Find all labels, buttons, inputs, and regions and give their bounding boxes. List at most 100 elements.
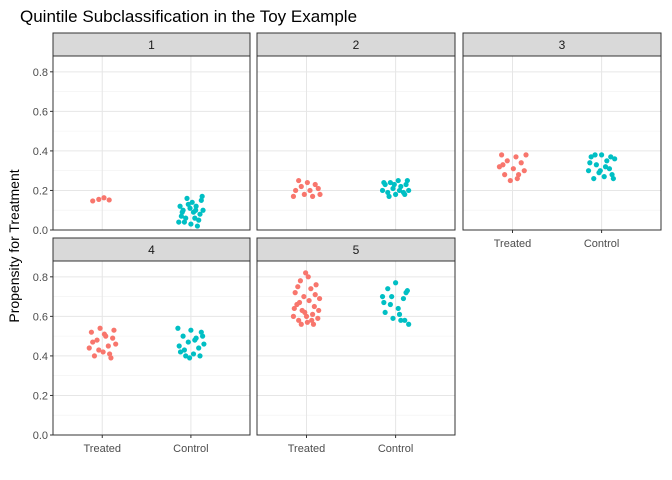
data-point-treated — [295, 284, 301, 290]
data-point-treated — [107, 351, 113, 357]
data-point-treated — [315, 315, 321, 321]
data-point-treated — [317, 191, 323, 198]
data-point-treated — [521, 168, 527, 174]
data-point-treated — [296, 177, 302, 184]
data-point-treated — [111, 327, 117, 333]
data-point-control — [398, 317, 404, 323]
panel-background — [257, 261, 455, 435]
data-point-control — [176, 219, 182, 225]
data-point-control — [609, 172, 615, 178]
panel-border — [462, 55, 662, 231]
x-tick-label: Treated — [494, 238, 532, 250]
data-point-control — [604, 158, 610, 164]
data-point-control — [178, 213, 184, 219]
data-point-control — [396, 311, 403, 317]
data-point-control — [198, 197, 204, 203]
data-point-treated — [507, 177, 513, 184]
x-tick-label: Treated — [288, 443, 326, 455]
data-point-control — [192, 337, 198, 343]
data-point-control — [597, 168, 603, 174]
data-point-treated — [312, 181, 318, 188]
data-point-control — [593, 162, 599, 168]
data-point-control — [179, 209, 185, 215]
data-point-control — [187, 205, 193, 211]
data-point-control — [393, 280, 399, 286]
data-point-control — [602, 164, 609, 170]
data-point-treated — [88, 329, 95, 335]
data-point-control — [185, 201, 191, 207]
data-point-treated — [292, 290, 298, 296]
data-point-control — [395, 305, 401, 312]
panel-border — [52, 55, 251, 231]
data-point-control — [406, 187, 412, 194]
data-point-treated — [97, 325, 103, 331]
data-point-control — [197, 211, 203, 217]
data-point-treated — [113, 341, 119, 347]
data-point-treated — [513, 154, 519, 160]
data-point-treated — [91, 353, 98, 359]
data-point-control — [196, 345, 202, 351]
data-point-control — [200, 333, 206, 339]
data-point-control — [201, 341, 207, 347]
data-point-treated — [518, 160, 524, 166]
data-point-control — [386, 193, 392, 199]
data-point-control — [591, 175, 597, 182]
data-point-treated — [316, 295, 323, 302]
data-point-treated — [306, 297, 312, 304]
data-point-control — [585, 168, 592, 174]
x-tick-label: Control — [378, 443, 413, 455]
data-point-treated — [290, 193, 297, 199]
data-point-treated — [510, 166, 516, 172]
data-point-control — [608, 154, 614, 160]
facet-strip-label: 3 — [559, 38, 566, 52]
data-point-treated — [315, 185, 321, 192]
y-axis-title: Propensity for Treatment — [6, 169, 22, 322]
data-point-treated — [309, 317, 315, 323]
data-point-treated — [504, 158, 510, 164]
data-point-control — [177, 203, 183, 209]
panel-background — [53, 261, 250, 435]
data-point-treated — [100, 349, 106, 355]
y-tick-label: 0.0 — [33, 430, 48, 442]
y-tick-label: 0.2 — [33, 185, 48, 197]
data-point-control — [588, 154, 594, 160]
panel-border — [52, 260, 251, 436]
data-point-control — [396, 187, 403, 194]
data-point-treated — [298, 321, 304, 327]
data-point-treated — [96, 347, 102, 353]
data-point-control — [390, 315, 396, 321]
panel-background — [53, 56, 250, 230]
facet-panel-3: 3 Treated Control — [462, 32, 662, 250]
y-tick-label: 0.0 — [33, 225, 48, 237]
x-tick-label: Control — [173, 443, 208, 455]
data-point-treated — [313, 282, 319, 288]
data-point-control — [196, 217, 202, 223]
data-point-treated — [302, 309, 308, 316]
data-point-control — [200, 207, 206, 213]
data-point-control — [183, 353, 189, 359]
data-point-control — [183, 215, 189, 221]
y-tick-label: 0.4 — [33, 351, 48, 363]
data-point-treated — [296, 299, 303, 306]
data-point-control — [612, 156, 618, 162]
data-point-control — [402, 317, 408, 323]
data-point-control — [181, 347, 187, 353]
y-tick-label: 0.2 — [33, 390, 48, 402]
facet-panel-5: 5 Treated Control — [256, 237, 456, 455]
data-point-treated — [307, 187, 313, 194]
data-point-control — [403, 181, 409, 188]
data-point-control — [197, 353, 203, 359]
data-point-control — [177, 349, 184, 355]
data-point-treated — [308, 286, 314, 292]
data-point-control — [404, 288, 410, 294]
data-point-control — [599, 152, 605, 158]
data-point-treated — [96, 196, 102, 202]
data-point-treated — [291, 305, 297, 312]
x-tick-label: Control — [584, 238, 619, 250]
x-tick-label: Treated — [83, 443, 121, 455]
panel-border — [256, 55, 456, 231]
data-point-control — [175, 325, 181, 331]
facet-panel-1: 1 0.0 0.2 0.4 0.6 0.8 — [33, 32, 251, 237]
data-point-treated — [515, 172, 522, 178]
